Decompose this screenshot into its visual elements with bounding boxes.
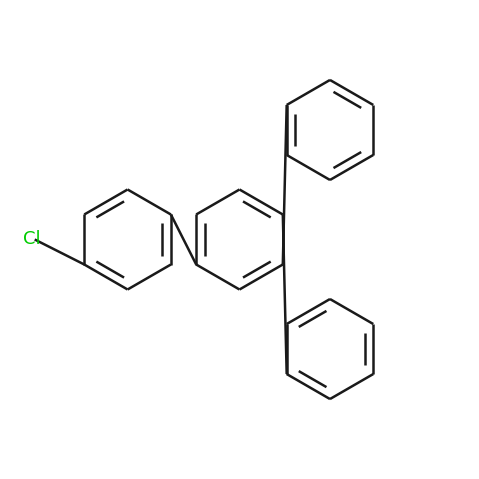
Text: Cl: Cl [23, 230, 40, 249]
